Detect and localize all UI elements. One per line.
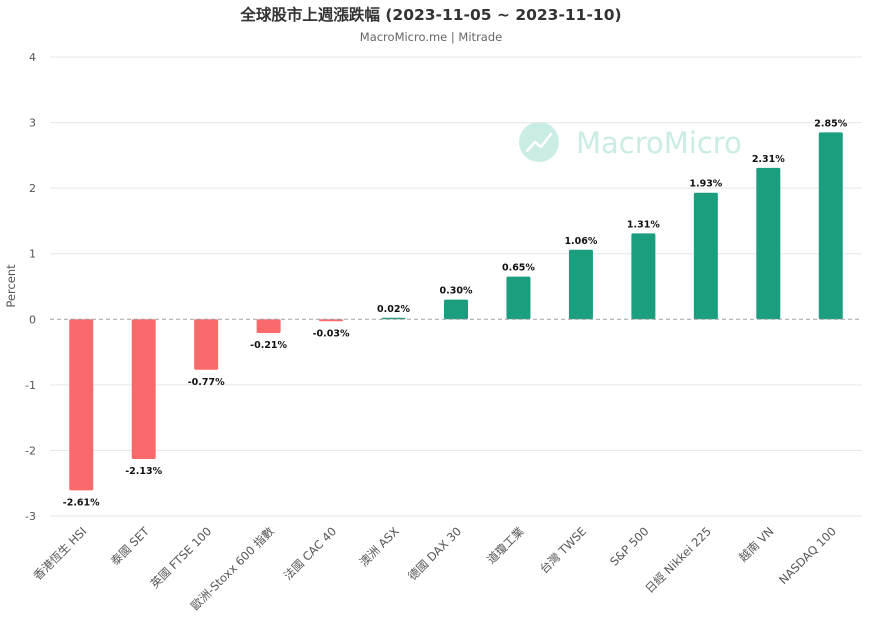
x-tick-label: 英國 FTSE 100 <box>148 524 215 591</box>
bar[interactable] <box>256 319 281 334</box>
y-tick-label: 4 <box>29 51 36 64</box>
data-label: 1.93% <box>689 179 722 190</box>
data-label: 1.31% <box>627 219 660 230</box>
watermark-logo-chart-icon <box>525 132 553 153</box>
data-label: -0.77% <box>188 377 225 388</box>
data-label: -0.03% <box>313 328 350 339</box>
y-tick-label: 1 <box>29 248 36 261</box>
x-tick-label: 泰國 SET <box>108 524 153 569</box>
watermark-text: MacroMicro <box>576 126 742 160</box>
bar[interactable] <box>506 276 531 320</box>
data-label: 0.30% <box>440 286 473 297</box>
x-tick-label: 道瓊工業 <box>484 524 527 567</box>
bar[interactable] <box>131 319 156 459</box>
bar[interactable] <box>631 233 656 320</box>
y-tick-label: -2 <box>25 444 36 457</box>
chart-subtitle: MacroMicro.me | Mitrade <box>360 30 502 44</box>
watermark-logo-icon <box>519 122 559 162</box>
bar[interactable] <box>693 192 718 320</box>
data-label: -2.13% <box>125 466 162 477</box>
y-tick-label: 0 <box>29 313 36 326</box>
data-label: -0.21% <box>250 340 287 351</box>
data-labels: -2.61% -2.13% -0.77% -0.21% -0.03% 0.02% 0.30%… <box>63 118 848 508</box>
watermark: MacroMicro <box>519 122 742 162</box>
data-label: -2.61% <box>63 497 100 508</box>
data-label: 2.85% <box>814 118 847 129</box>
bar[interactable] <box>756 167 781 320</box>
data-label: 2.31% <box>752 154 785 165</box>
y-tick-label: -3 <box>25 510 36 523</box>
x-tick-label: 日經 Nikkei 225 <box>642 524 714 596</box>
bar[interactable] <box>69 319 94 491</box>
x-tick-label: 台灣 TWSE <box>537 524 589 576</box>
y-tick-label: 3 <box>29 117 36 130</box>
bar[interactable] <box>568 249 593 320</box>
x-tick-label: 法國 CAC 40 <box>281 524 339 582</box>
bar[interactable] <box>818 132 843 320</box>
bar[interactable] <box>444 299 468 320</box>
y-axis-ticks: -3 -2 -1 0 1 2 3 4 <box>25 51 36 523</box>
x-tick-label: 越南 VN <box>736 524 776 564</box>
x-tick-label: 德國 DAX 30 <box>405 524 464 583</box>
x-tick-label: 澳洲 ASX <box>357 524 402 569</box>
x-tick-label: S&P 500 <box>607 524 651 568</box>
y-axis-label: Percent <box>4 264 18 308</box>
data-label: 0.65% <box>502 263 535 274</box>
bars <box>69 132 843 491</box>
chart-title: 全球股市上週漲跌幅 (2023-11-05 ~ 2023-11-10) <box>239 5 621 24</box>
bar[interactable] <box>194 319 219 370</box>
grid-lines <box>50 56 862 517</box>
data-label: 1.06% <box>564 236 597 247</box>
data-label: 0.02% <box>377 304 410 315</box>
x-tick-label: 香港恆生 HSI <box>31 524 90 583</box>
x-tick-label: NASDAQ 100 <box>776 524 839 587</box>
y-tick-label: -1 <box>25 379 36 392</box>
y-tick-label: 2 <box>29 182 36 195</box>
